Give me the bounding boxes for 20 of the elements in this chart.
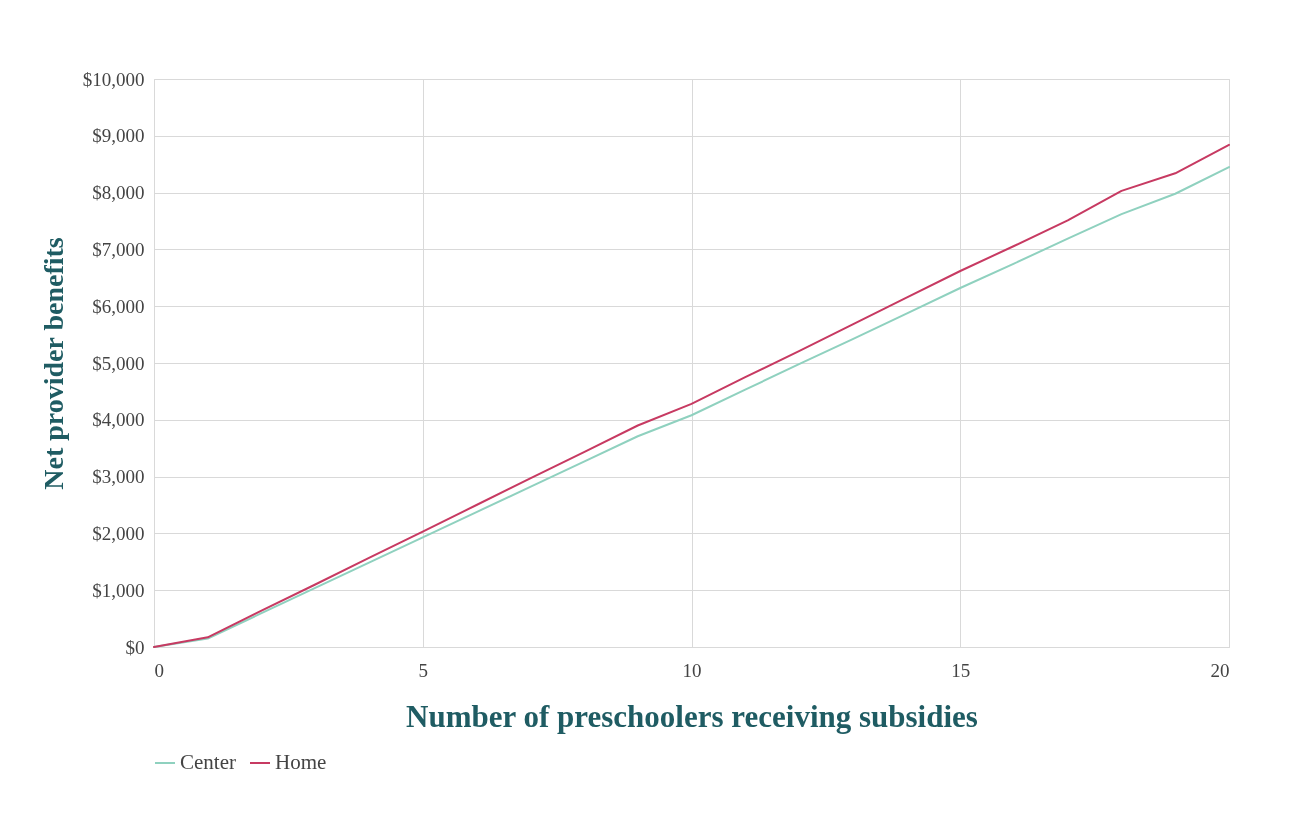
legend-label: Center — [180, 750, 236, 774]
x-tick-label: 10 — [682, 659, 702, 681]
y-tick-label: $9,000 — [92, 125, 145, 147]
y-tick-label: $0 — [125, 636, 145, 658]
y-tick-label: $2,000 — [92, 522, 145, 544]
y-tick-label: $1,000 — [92, 579, 145, 601]
y-tick-label: $8,000 — [92, 182, 145, 204]
y-tick-label: $7,000 — [92, 238, 145, 260]
y-tick-label: $6,000 — [92, 295, 145, 317]
y-tick-label: $5,000 — [92, 352, 145, 374]
x-tick-label: 15 — [951, 659, 971, 681]
x-tick-label: 20 — [1210, 659, 1230, 681]
x-tick-label: 5 — [418, 659, 428, 681]
y-tick-label: $10,000 — [82, 68, 145, 90]
y-axis-title: Net provider benefits — [37, 237, 69, 490]
y-tick-label: $4,000 — [92, 409, 145, 431]
x-tick-label: 0 — [154, 659, 164, 681]
x-axis-title: Number of preschoolers receiving subsidies — [406, 698, 978, 734]
y-tick-label: $3,000 — [92, 466, 145, 488]
legend-label: Home — [275, 750, 327, 774]
